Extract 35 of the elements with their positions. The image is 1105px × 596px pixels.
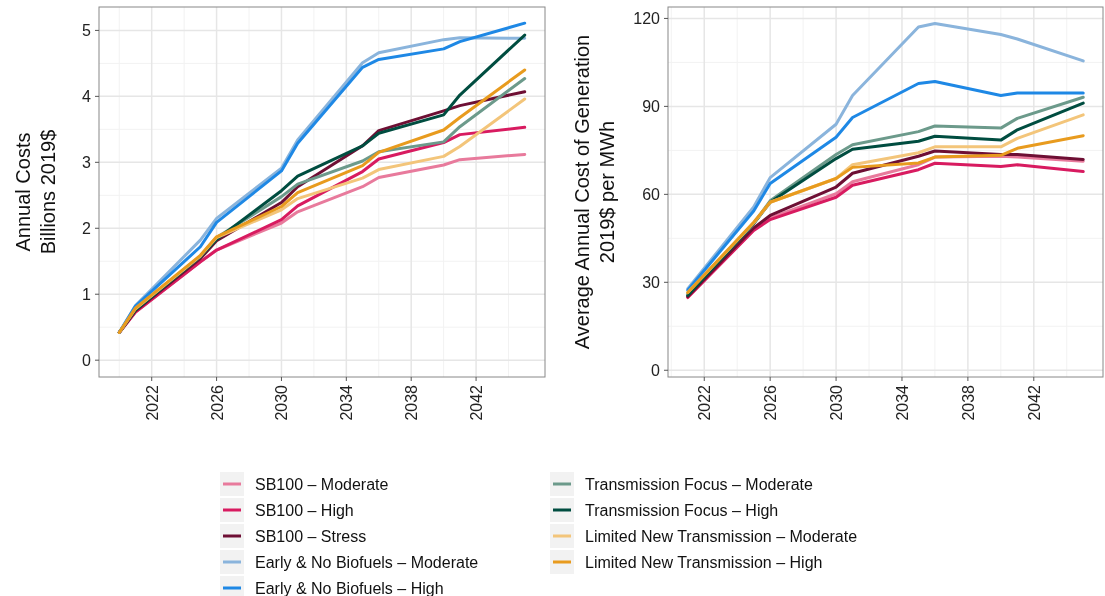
x-tick-label: 2026 <box>762 384 780 421</box>
x-tick-label: 2030 <box>828 384 846 421</box>
x-tick-label: 2022 <box>143 384 161 421</box>
y-tick-label: 1 <box>82 285 92 303</box>
legend-label: Transmission Focus – Moderate <box>585 475 814 493</box>
legend-label: Early & No Biofuels – Moderate <box>255 553 479 571</box>
y-tick-label: 90 <box>642 97 661 115</box>
x-tick-label: 2038 <box>403 384 421 421</box>
legend-label: SB100 – High <box>255 501 354 519</box>
y-tick-label: 5 <box>82 22 92 40</box>
x-tick-label: 2030 <box>273 384 291 421</box>
legend-label: SB100 – Moderate <box>255 475 389 493</box>
x-tick-label: 2022 <box>696 384 714 421</box>
y-tick-label: 60 <box>642 185 661 203</box>
y-axis-title: Annual Costs Billions 2019$ <box>12 129 59 255</box>
y-tick-label: 30 <box>642 273 661 291</box>
line-series <box>686 21 1085 291</box>
x-tick-label: 2042 <box>468 384 486 421</box>
y-tick-label: 0 <box>651 361 661 379</box>
y-tick-label: 3 <box>82 153 92 171</box>
legend-label: SB100 – Stress <box>255 527 367 545</box>
y-tick-label: 0 <box>82 351 92 369</box>
y-tick-label: 4 <box>82 87 92 105</box>
x-tick-label: 2034 <box>338 384 356 421</box>
y-tick-label: 2 <box>82 219 92 237</box>
y-tick-label: 120 <box>633 10 661 28</box>
legend-label: Limited New Transmission – Moderate <box>585 527 858 545</box>
y-axis-title: Average Annual Cost of Generation 2019$ per MWh <box>571 34 618 350</box>
legend-label: Early & No Biofuels – High <box>255 579 444 596</box>
legend-label: Limited New Transmission – High <box>585 553 823 571</box>
legend-label: Transmission Focus – High <box>585 501 779 519</box>
x-tick-label: 2026 <box>208 384 226 421</box>
x-tick-label: 2034 <box>893 384 911 421</box>
x-tick-label: 2042 <box>1025 384 1043 421</box>
x-tick-label: 2038 <box>959 384 977 421</box>
